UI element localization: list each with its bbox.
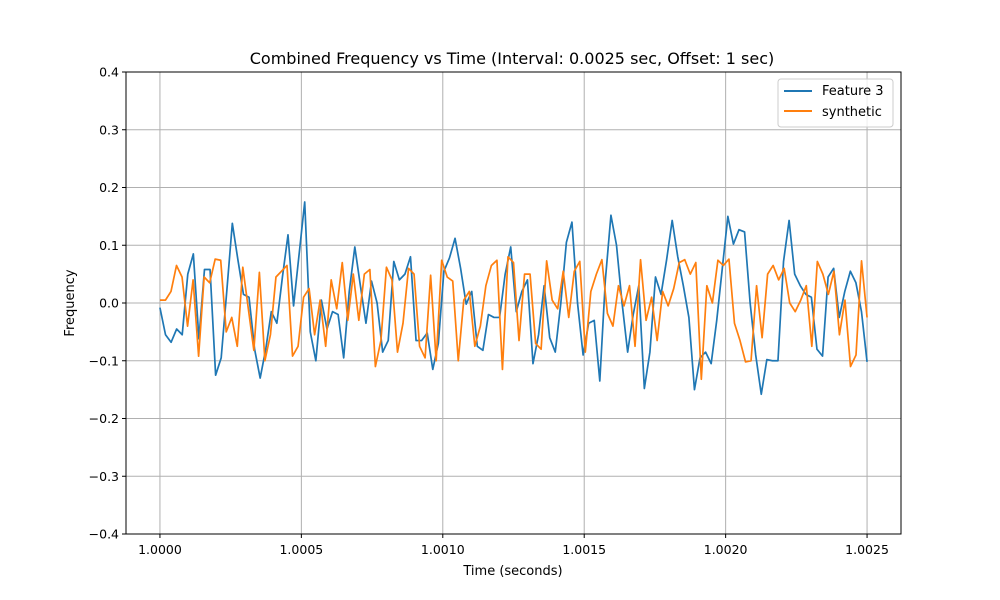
- legend-label-synthetic: synthetic: [822, 105, 882, 120]
- y-tick-label: −0.4: [89, 527, 119, 542]
- y-tick-label: 0.0: [99, 296, 119, 311]
- plot-series: [159, 201, 868, 396]
- y-tick-label: −0.1: [89, 353, 119, 368]
- x-tick-label: 1.0005: [279, 542, 323, 557]
- series-line-feature-3: [159, 201, 868, 396]
- chart-title: Combined Frequency vs Time (Interval: 0.…: [250, 49, 775, 68]
- y-tick-label: 0.3: [99, 122, 119, 137]
- y-tick-label: −0.2: [89, 411, 119, 426]
- legend: Feature 3 synthetic: [777, 78, 894, 128]
- series-line-synthetic: [159, 255, 868, 381]
- x-tick-label: 1.0000: [138, 542, 182, 557]
- y-tick-label: −0.3: [89, 469, 119, 484]
- legend-label-feature-3: Feature 3: [822, 84, 884, 99]
- axis-ticks: 1.0000 1.0005 1.0010 1.0015 1.0020 1.0025 −0.4…: [89, 65, 889, 558]
- y-tick-label: 0.2: [99, 180, 119, 195]
- y-axis-title: Frequency: [63, 269, 78, 336]
- x-tick-label: 1.0015: [562, 542, 606, 557]
- x-tick-label: 1.0010: [421, 542, 465, 557]
- x-tick-label: 1.0025: [845, 542, 889, 557]
- y-tick-label: 0.1: [99, 238, 119, 253]
- x-tick-label: 1.0020: [704, 542, 748, 557]
- x-axis-title: Time (seconds): [462, 564, 562, 579]
- y-tick-label: 0.4: [99, 65, 119, 80]
